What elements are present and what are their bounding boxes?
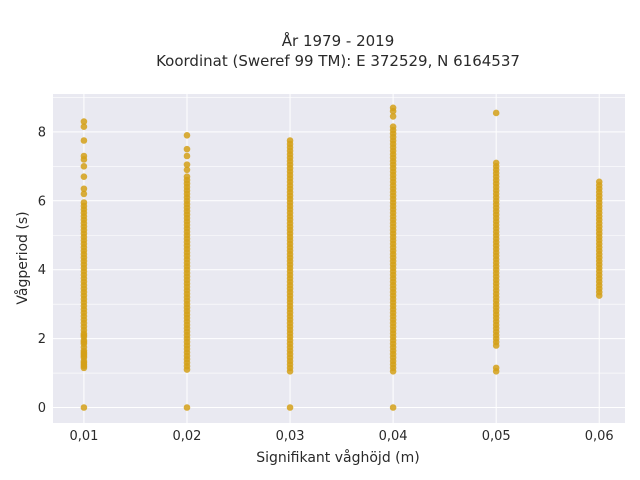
data-points — [80, 104, 603, 411]
data-point — [492, 159, 500, 167]
y-axis-title: Vågperiod (s) — [14, 211, 31, 304]
data-point — [80, 404, 88, 411]
y-tick-labels: 0 2 4 6 8 — [38, 125, 46, 416]
data-point — [80, 199, 88, 206]
chart-title: År 1979 - 2019 — [282, 31, 395, 50]
plot-area — [53, 94, 625, 423]
data-point — [80, 190, 88, 198]
data-point — [389, 404, 397, 411]
chart-subtitle: Koordinat (Sweref 99 TM): E 372529, N 61… — [156, 52, 520, 70]
y-tick-label: 4 — [38, 263, 46, 278]
x-tick-label: 0,04 — [379, 429, 408, 444]
data-point — [183, 145, 191, 153]
data-point — [183, 404, 191, 411]
data-point — [183, 173, 191, 180]
data-point — [389, 113, 397, 120]
data-point — [286, 404, 294, 411]
data-point — [80, 123, 88, 131]
data-point — [183, 166, 191, 174]
data-point — [595, 178, 603, 186]
data-point — [183, 161, 191, 168]
data-point — [80, 338, 88, 346]
data-point — [389, 123, 397, 131]
y-tick-label: 0 — [38, 401, 46, 416]
data-point — [183, 132, 191, 139]
data-point — [492, 364, 500, 372]
data-point — [389, 104, 397, 112]
x-tick-label: 0,01 — [69, 429, 98, 444]
data-point — [80, 118, 88, 125]
data-point — [492, 109, 500, 117]
y-tick-label: 8 — [38, 125, 46, 140]
y-tick-label: 6 — [38, 194, 46, 209]
data-point — [80, 359, 88, 367]
x-axis-title: Signifikant våghöjd (m) — [256, 449, 419, 466]
data-point — [286, 137, 294, 144]
y-tick-label: 2 — [38, 332, 46, 347]
x-tick-label: 0,05 — [482, 429, 511, 444]
data-point — [183, 152, 191, 160]
data-point — [80, 163, 88, 170]
data-point — [80, 173, 88, 180]
x-tick-labels: 0,01 0,02 0,03 0,04 0,05 0,06 — [69, 429, 613, 444]
data-point — [80, 185, 88, 193]
data-point — [80, 152, 88, 160]
x-tick-label: 0,02 — [173, 429, 202, 444]
data-point — [80, 349, 88, 356]
data-point — [80, 331, 88, 339]
x-tick-label: 0,03 — [276, 429, 305, 444]
data-point — [80, 137, 88, 144]
x-tick-label: 0,06 — [585, 429, 614, 444]
